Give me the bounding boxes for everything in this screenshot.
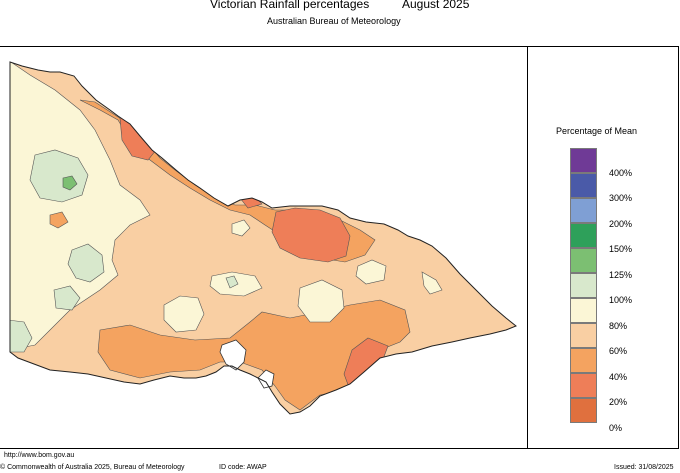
map-title: Victorian Rainfall percentages August 20… xyxy=(0,0,680,14)
legend-swatch-300 xyxy=(570,173,597,198)
region-100-125-d xyxy=(10,319,33,353)
legend-label: 150% xyxy=(609,244,633,254)
legend-swatch-100 xyxy=(570,273,597,298)
legend-swatch-20 xyxy=(570,373,597,398)
legend-swatch-150 xyxy=(570,223,597,248)
legend-label: 60% xyxy=(609,346,628,356)
legend-swatch-125 xyxy=(570,248,597,273)
region-40-60-small xyxy=(49,211,69,229)
legend-label: 400% xyxy=(609,168,633,178)
legend-label: 300% xyxy=(609,193,633,203)
legend-swatch-400 xyxy=(570,148,597,173)
region-80-100-c xyxy=(355,259,387,285)
footer-copyright: © Commonwealth of Australia 2025, Bureau… xyxy=(0,464,185,471)
legend-label: 125% xyxy=(609,270,633,280)
region-100-125-a xyxy=(29,149,89,203)
region-80-100-west xyxy=(10,62,151,351)
port-phillip-bay xyxy=(219,339,247,371)
legend-label: 100% xyxy=(609,295,633,305)
subtitle: Australian Bureau of Meteorology xyxy=(267,16,401,26)
legend-label: 20% xyxy=(609,397,628,407)
region-80-100-g xyxy=(421,271,443,295)
legend-label: 80% xyxy=(609,321,628,331)
region-125-150-a xyxy=(62,175,78,191)
period-text: August 2025 xyxy=(402,0,470,11)
victoria-rainfall-map xyxy=(9,61,517,415)
footer-url[interactable]: http://www.bom.gov.au xyxy=(4,452,75,459)
footer-issued: Issued: 31/08/2025 xyxy=(614,464,674,471)
region-100-125-b xyxy=(67,243,105,283)
legend-swatch-0 xyxy=(570,398,597,423)
legend-divider xyxy=(527,46,528,449)
legend-label: 0% xyxy=(609,423,623,433)
legend-swatch-60 xyxy=(570,323,597,348)
region-20-40-northeast xyxy=(271,207,351,263)
region-80-100-b xyxy=(297,279,345,323)
legend-swatch-40 xyxy=(570,348,597,373)
legend-label: 200% xyxy=(609,219,633,229)
title-text: Victorian Rainfall percentages xyxy=(210,0,370,11)
footer-id-code: ID code: AWAP xyxy=(219,464,267,471)
region-80-100-d xyxy=(163,295,205,333)
region-100-125-small xyxy=(225,275,239,289)
legend-swatch-80 xyxy=(570,298,597,323)
legend-swatch-200 xyxy=(570,198,597,223)
legend-label: 40% xyxy=(609,372,628,382)
map-frame xyxy=(0,46,679,449)
region-100-125-c xyxy=(53,285,81,311)
legend-title: Percentage of Mean xyxy=(556,126,638,136)
western-port xyxy=(257,369,275,389)
region-80-100-f xyxy=(231,219,251,237)
